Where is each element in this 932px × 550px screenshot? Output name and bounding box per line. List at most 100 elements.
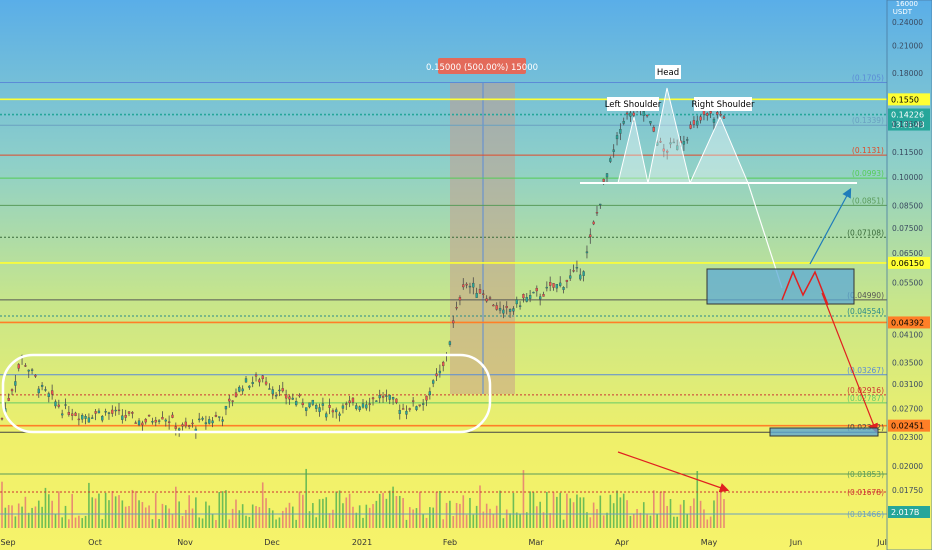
candle-body [365,404,368,409]
volume-bar [161,503,164,528]
volume-bar [378,493,381,528]
candle-body [305,407,308,411]
volume-bar [602,515,605,528]
volume-bar [208,505,211,528]
measure-tooltip-text: 0.15000 (500.00%) 15000 [426,63,538,73]
volume-bar [94,498,97,528]
candle-body [465,283,468,286]
level-label: (0.1705) [852,73,884,82]
candle-body [492,304,495,307]
bullish-arrow [809,187,852,265]
volume-bar [288,502,291,528]
candle-body [589,234,592,238]
candle-body [696,120,699,126]
volume-bar [332,509,334,528]
candle-body [585,251,589,254]
volume-bar [439,490,441,528]
candle-body [311,399,315,405]
candle-body [702,110,706,115]
candle-body [221,419,224,422]
candle-body [121,415,124,420]
volume-bar [201,518,204,528]
volume-bar [382,492,384,528]
candle-body [40,384,44,387]
candle-body [298,394,301,397]
candle-body [559,282,562,286]
volume-bar [355,512,358,528]
volume-bar [579,497,582,528]
candle-body [274,395,278,397]
volume-bar [278,517,281,528]
volume-bar [549,513,551,528]
volume-bar [408,507,411,528]
candle-body [284,394,288,399]
candle-body [602,178,605,182]
volume-bar [469,497,471,528]
candle-body [131,411,134,414]
volume-bar [175,486,177,528]
candle-body [676,145,679,150]
price-badge [888,419,930,432]
volume-bar [502,518,505,528]
candle-body [605,173,609,178]
x-tick-label: Jul [876,538,887,547]
volume-bar [98,493,100,528]
candle-body [706,113,709,116]
volume-bar [522,470,525,528]
volume-bar [21,506,23,528]
candle-body [87,417,91,423]
price-tick-label: 0.21000 [892,42,923,51]
volume-bar [442,519,445,528]
candle-body [391,396,395,400]
candle-body [71,413,74,416]
candle-body [281,388,284,392]
corner-label-currency: USDT [893,8,913,16]
candle-body [7,397,10,401]
head-label-text: Head [657,68,679,78]
volume-bar [4,507,7,528]
candle-body [161,417,164,420]
volume-bar [559,492,562,528]
volume-bar [41,506,43,528]
candle-body [388,394,391,400]
candle-body [351,397,355,403]
volume-bar [148,505,150,528]
volume-bar [459,503,461,528]
candle-body [612,149,615,152]
level-label: (0.02787) [847,394,884,403]
volume-bar [482,511,485,528]
candle-body [54,401,57,407]
volume-bar [432,507,434,528]
candle-body [699,116,702,121]
candle-body [555,284,559,289]
volume-bar [659,491,662,528]
candle-body [549,282,552,286]
price-badge [888,256,930,269]
level-label: (0.0993) [852,169,884,178]
candle-body [355,405,358,409]
candle-body [184,421,187,427]
level-label: (0.04554) [847,307,884,316]
candle-body [241,388,244,392]
candle-body [191,422,194,425]
candle-body [341,405,345,409]
corner-label-top: 16000 [896,0,918,8]
volume-bar [649,515,652,528]
candle-body [111,409,114,414]
volume-bar [646,514,648,528]
candle-body [361,403,365,408]
candle-body [234,392,238,397]
candle-body [599,203,602,206]
accumulation-outline [1,353,492,434]
volume-bar [415,508,418,528]
x-tick-label: Dec [264,538,279,547]
candle-body [127,411,131,414]
volume-bar [539,501,541,528]
volume-bar [11,505,13,528]
candle-body [371,397,375,400]
volume-bar [385,498,388,528]
candle-body [117,409,121,412]
candle-body [622,121,625,124]
volume-bar [479,485,481,528]
price-tick-label: 0.04100 [892,331,923,340]
